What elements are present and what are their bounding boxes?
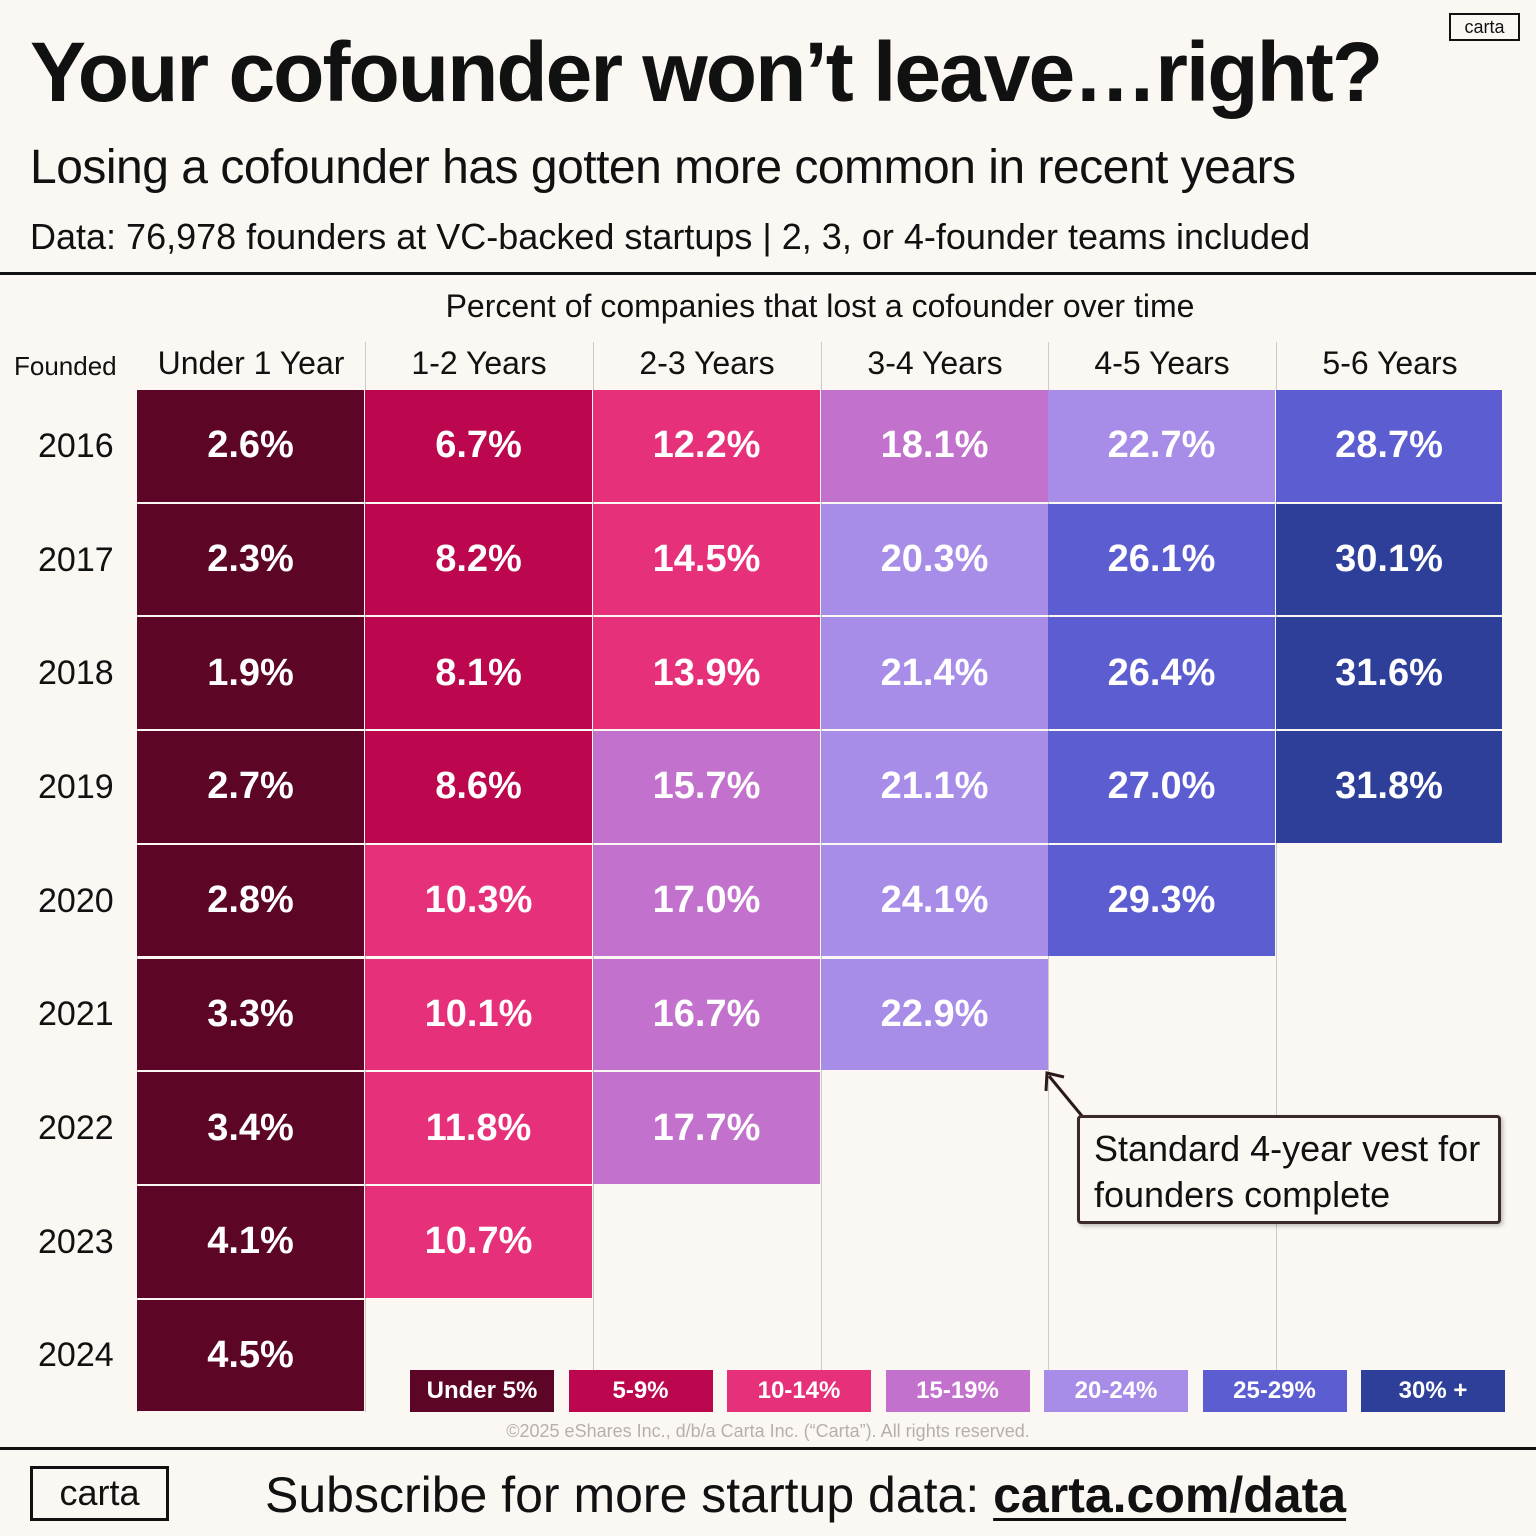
- heatmap-cell: 10.7%: [365, 1185, 592, 1298]
- footer-cta-prefix: Subscribe for more startup data:: [265, 1467, 994, 1523]
- legend-item: 25-29%: [1202, 1370, 1347, 1412]
- top-divider: [0, 272, 1536, 275]
- column-header: Under 1 Year: [157, 345, 345, 381]
- heatmap-cell: 22.9%: [821, 958, 1048, 1071]
- heatmap-cell: 17.7%: [593, 1072, 820, 1184]
- row-axis-label: Founded: [14, 351, 117, 381]
- heatmap-cell: 26.1%: [1048, 503, 1275, 616]
- legend-item: 15-19%: [885, 1370, 1030, 1412]
- heatmap-cell: 3.3%: [137, 958, 364, 1071]
- heatmap-cell: 2.7%: [137, 731, 364, 843]
- heatmap-cell: 3.4%: [137, 1072, 364, 1184]
- heatmap-cell: 31.6%: [1276, 617, 1502, 730]
- row-label: 2021: [38, 995, 114, 1034]
- footer-cta: Subscribe for more startup data: carta.c…: [265, 1466, 1346, 1524]
- row-label: 2023: [38, 1222, 114, 1261]
- heatmap-cell: 2.8%: [137, 844, 364, 957]
- heatmap-cell: 21.4%: [821, 617, 1048, 730]
- vesting-callout: Standard 4-year vest for founders comple…: [1077, 1115, 1501, 1224]
- row-label: 2019: [38, 767, 114, 806]
- row-label: 2017: [38, 540, 114, 579]
- row-label: 2020: [38, 881, 114, 920]
- legend-item: 10-14%: [727, 1370, 871, 1412]
- heatmap-cell: 14.5%: [593, 503, 820, 616]
- heatmap-cell: 2.6%: [137, 390, 364, 502]
- heatmap-cell: 15.7%: [593, 731, 820, 843]
- legend-item: 20-24%: [1044, 1370, 1188, 1412]
- column-header: 4-5 Years: [1094, 345, 1230, 381]
- page-title: Your cofounder won’t leave…right?: [30, 25, 1383, 119]
- heatmap-cell: 13.9%: [593, 617, 820, 730]
- heatmap-cell: 28.7%: [1276, 390, 1502, 502]
- heatmap-cell: 24.1%: [821, 844, 1048, 957]
- legend-item: 5-9%: [568, 1370, 713, 1412]
- heatmap-cell: 6.7%: [365, 390, 592, 502]
- heatmap-cell: 16.7%: [593, 958, 820, 1071]
- heatmap-cell: 4.1%: [137, 1185, 364, 1298]
- heatmap-cell: 30.1%: [1276, 503, 1502, 616]
- column-header: 2-3 Years: [639, 345, 775, 381]
- column-header: 5-6 Years: [1322, 345, 1458, 381]
- page-subtitle: Losing a cofounder has gotten more commo…: [30, 141, 1296, 194]
- row-label: 2016: [38, 426, 114, 465]
- heatmap-cell: 8.6%: [365, 731, 592, 843]
- data-note: Data: 76,978 founders at VC-backed start…: [30, 216, 1311, 257]
- heatmap-cell: 26.4%: [1048, 617, 1275, 730]
- carta-data-link[interactable]: carta.com/data: [993, 1467, 1347, 1523]
- chart-title: Percent of companies that lost a cofound…: [445, 288, 1195, 324]
- heatmap-cell: 10.3%: [365, 844, 592, 957]
- legend-item: Under 5%: [410, 1370, 554, 1412]
- row-label: 2022: [38, 1109, 114, 1148]
- heatmap-cell: 2.3%: [137, 503, 364, 616]
- heatmap-cell: 18.1%: [821, 390, 1048, 502]
- heatmap-cell: 4.5%: [137, 1299, 364, 1412]
- heatmap-cell: 12.2%: [593, 390, 820, 502]
- grid-line: [1276, 342, 1277, 1412]
- row-label: 2024: [38, 1336, 114, 1375]
- heatmap-cell: 29.3%: [1048, 844, 1275, 957]
- heatmap-cell: 8.1%: [365, 617, 592, 730]
- heatmap-cell: 21.1%: [821, 731, 1048, 843]
- heatmap-cell: 31.8%: [1276, 731, 1502, 843]
- copyright-notice: ©2025 eShares Inc., d/b/a Carta Inc. (“C…: [506, 1421, 1030, 1441]
- column-header: 3-4 Years: [867, 345, 1003, 381]
- heatmap-cell: 20.3%: [821, 503, 1048, 616]
- carta-logo-bottom[interactable]: carta: [30, 1466, 169, 1521]
- legend-item: 30% +: [1361, 1370, 1505, 1412]
- heatmap-cell: 22.7%: [1048, 390, 1275, 502]
- heatmap-cell: 1.9%: [137, 617, 364, 730]
- column-header: 1-2 Years: [411, 345, 547, 381]
- carta-logo-top[interactable]: carta: [1449, 13, 1520, 41]
- row-label: 2018: [38, 654, 114, 693]
- bottom-divider: [0, 1447, 1536, 1450]
- heatmap-cell: 10.1%: [365, 958, 592, 1071]
- heatmap-cell: 17.0%: [593, 844, 820, 957]
- heatmap-cell: 11.8%: [365, 1072, 592, 1184]
- heatmap-cell: 27.0%: [1048, 731, 1275, 843]
- heatmap-cell: 8.2%: [365, 503, 592, 616]
